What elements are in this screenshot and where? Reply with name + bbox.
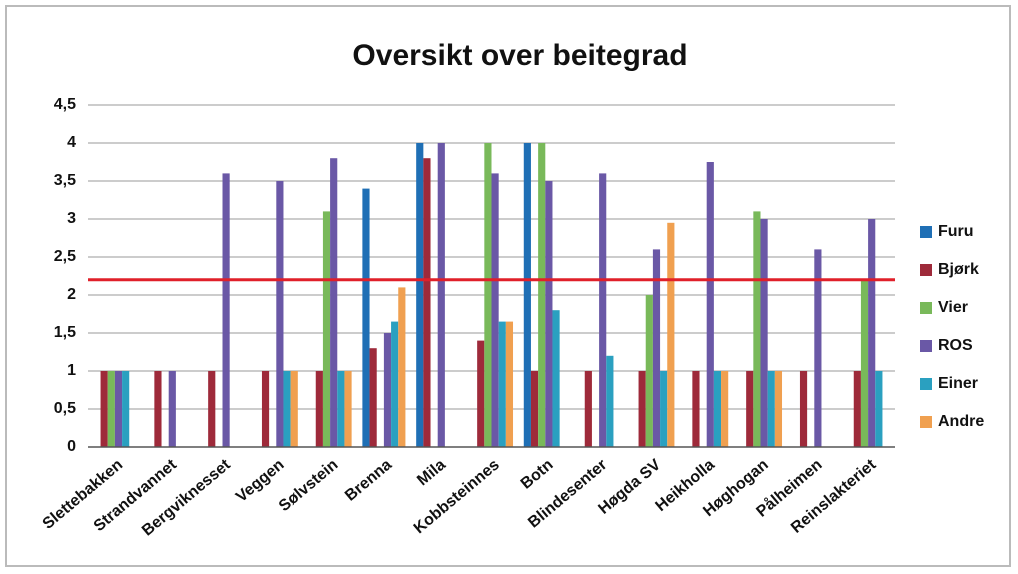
legend-label: Bjørk	[938, 261, 979, 278]
bar	[208, 371, 216, 447]
bar	[660, 371, 668, 447]
bar	[767, 371, 775, 447]
bar	[523, 143, 531, 447]
bar	[330, 158, 338, 447]
bar	[584, 371, 592, 447]
bar	[437, 143, 445, 447]
bar	[713, 371, 722, 447]
bar	[814, 249, 822, 447]
bar	[337, 371, 345, 447]
bar	[362, 188, 370, 447]
bar	[545, 181, 553, 447]
bar	[721, 371, 729, 447]
bar	[706, 162, 714, 447]
bar	[261, 371, 270, 447]
legend-swatch	[920, 416, 932, 428]
bar	[875, 371, 883, 447]
bar	[774, 371, 783, 447]
y-tick-label: 1,5	[54, 324, 76, 341]
bar	[276, 181, 284, 447]
y-tick-label: 4,5	[54, 96, 76, 113]
bar	[477, 340, 485, 447]
bar	[552, 310, 560, 447]
bar	[283, 371, 291, 447]
bar	[344, 371, 352, 447]
bar	[423, 158, 431, 447]
legend-swatch	[920, 378, 932, 390]
bar	[599, 173, 607, 447]
bar	[860, 279, 869, 447]
bar	[530, 371, 539, 447]
legend-swatch	[920, 340, 932, 352]
bar	[692, 371, 700, 447]
bar	[484, 143, 492, 447]
legend-label: Einer	[938, 375, 978, 392]
legend-label: ROS	[938, 337, 973, 354]
bar	[753, 211, 761, 447]
bar	[667, 222, 675, 447]
bar	[645, 295, 653, 447]
bar	[290, 371, 298, 447]
y-tick-label: 2	[67, 286, 76, 303]
y-tick-label: 2,5	[54, 248, 76, 265]
bar	[799, 371, 808, 447]
bar	[168, 371, 176, 447]
bar	[868, 219, 876, 447]
bar	[398, 287, 406, 447]
legend-label: Furu	[938, 223, 974, 240]
chart-title: Oversikt over beitegrad	[352, 39, 687, 72]
bar	[369, 348, 377, 447]
bar	[853, 371, 861, 447]
y-tick-label: 3,5	[54, 172, 76, 189]
bar	[114, 371, 123, 447]
bar	[222, 173, 230, 447]
legend-swatch	[920, 226, 932, 238]
bar	[538, 143, 546, 447]
bar	[746, 371, 754, 447]
bar	[491, 173, 499, 447]
bar	[505, 321, 514, 447]
y-tick-label: 0,5	[54, 400, 76, 417]
bar	[383, 333, 392, 447]
bar	[154, 371, 162, 447]
bar	[315, 371, 323, 447]
bar	[638, 371, 646, 447]
bar	[107, 371, 115, 447]
bar	[652, 249, 661, 447]
y-tick-label: 4	[67, 134, 76, 151]
y-tick-label: 0	[67, 438, 76, 455]
legend-label: Andre	[938, 413, 984, 430]
bar	[391, 321, 399, 447]
y-tick-label: 1	[67, 362, 76, 379]
bar	[322, 211, 331, 447]
bar	[100, 371, 108, 447]
chart-border	[5, 5, 1011, 567]
bar	[606, 355, 614, 447]
bar	[760, 219, 768, 447]
legend-label: Vier	[938, 299, 968, 316]
legend-swatch	[920, 302, 932, 314]
bar	[498, 321, 506, 447]
bar	[122, 371, 130, 447]
bar	[416, 143, 424, 447]
y-tick-label: 3	[67, 210, 76, 227]
legend-swatch	[920, 264, 932, 276]
